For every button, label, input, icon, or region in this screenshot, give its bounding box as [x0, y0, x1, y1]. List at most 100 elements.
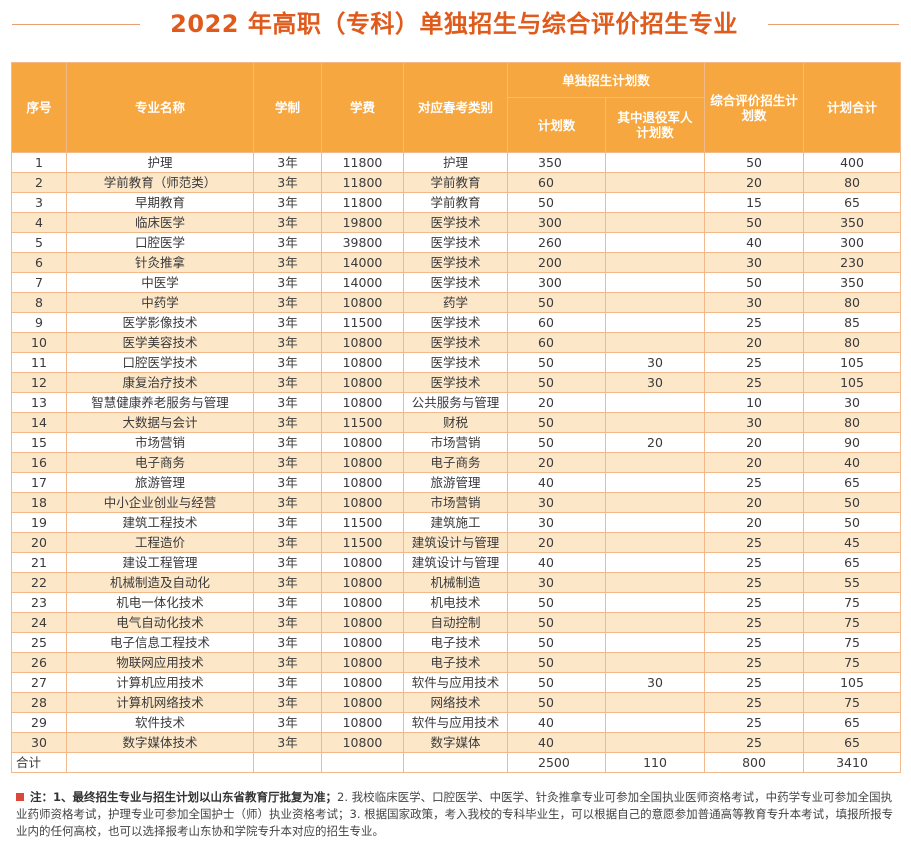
- table-row: 10 医学美容技术 3年 10800 医学技术 60 20 80: [11, 332, 902, 353]
- cell-major: 医学影像技术: [66, 312, 254, 333]
- cell-comp: 20: [704, 492, 805, 513]
- header-major: 专业名称: [66, 62, 254, 153]
- cell-major: 康复治疗技术: [66, 372, 254, 393]
- cell-major: 口腔医学技术: [66, 352, 254, 373]
- cell-major: 计算机网络技术: [66, 692, 254, 713]
- cell-no: 29: [11, 712, 67, 733]
- cell-plan: 30: [507, 512, 606, 533]
- cell-veteran: [604, 692, 706, 713]
- cell-total: 80: [803, 172, 902, 193]
- cell-fee: 10800: [321, 452, 404, 473]
- cell-comp: 20: [704, 172, 805, 193]
- cell-category: 医学技术: [403, 252, 508, 273]
- cell-major: 建设工程管理: [66, 552, 254, 573]
- cell-no: 8: [11, 292, 67, 313]
- table-row: 8 中药学 3年 10800 药学 50 30 80: [11, 292, 902, 313]
- cell-major: 临床医学: [66, 212, 254, 233]
- cell-veteran: [604, 332, 706, 353]
- cell-fee: 10800: [321, 492, 404, 513]
- cell-no: 9: [11, 312, 67, 333]
- cell-plan: 50: [507, 192, 606, 213]
- cell-plan: 50: [507, 632, 606, 653]
- cell-fee: 10800: [321, 352, 404, 373]
- cell-duration: 3年: [253, 592, 322, 613]
- cell-major: 数字媒体技术: [66, 732, 254, 753]
- cell-total: 400: [803, 152, 902, 173]
- cell-fee: 10800: [321, 432, 404, 453]
- cell-category: 学前教育: [403, 172, 508, 193]
- cell-plan: 60: [507, 332, 606, 353]
- cell-comp: 20: [704, 332, 805, 353]
- cell-veteran: [604, 212, 706, 233]
- table-row: 5 口腔医学 3年 39800 医学技术 260 40 300: [11, 232, 902, 253]
- cell-category: 护理: [403, 152, 508, 173]
- cell-comp: 30: [704, 252, 805, 273]
- cell-major: 电气自动化技术: [66, 612, 254, 633]
- table-body: 1 护理 3年 11800 护理 350 50 400 2 学前教育（师范类） 3年 11800 学前教…: [11, 152, 902, 773]
- cell-no: 25: [11, 632, 67, 653]
- cell-comp: 25: [704, 672, 805, 693]
- cell-duration: 3年: [253, 472, 322, 493]
- cell-veteran: 30: [604, 352, 706, 373]
- cell-veteran: 20: [604, 432, 706, 453]
- cell-no: 6: [11, 252, 67, 273]
- title-divider-left: [12, 24, 140, 25]
- total-empty: [403, 752, 508, 773]
- cell-veteran: [604, 512, 706, 533]
- cell-duration: 3年: [253, 512, 322, 533]
- cell-total: 75: [803, 592, 902, 613]
- cell-category: 学前教育: [403, 192, 508, 213]
- header-single-plan: 计划数: [507, 97, 606, 153]
- cell-no: 30: [11, 732, 67, 753]
- cell-no: 17: [11, 472, 67, 493]
- cell-fee: 10800: [321, 292, 404, 313]
- table-row: 14 大数据与会计 3年 11500 财税 50 30 80: [11, 412, 902, 433]
- cell-duration: 3年: [253, 172, 322, 193]
- table-row: 25 电子信息工程技术 3年 10800 电子技术 50 25 75: [11, 632, 902, 653]
- cell-duration: 3年: [253, 732, 322, 753]
- cell-plan: 50: [507, 592, 606, 613]
- cell-major: 智慧健康养老服务与管理: [66, 392, 254, 413]
- cell-duration: 3年: [253, 652, 322, 673]
- header-category: 对应春考类别: [403, 62, 508, 153]
- cell-plan: 20: [507, 452, 606, 473]
- cell-major: 护理: [66, 152, 254, 173]
- cell-plan: 20: [507, 392, 606, 413]
- cell-comp: 50: [704, 152, 805, 173]
- cell-plan: 40: [507, 472, 606, 493]
- page-title: 2022 年高职（专科）单独招生与综合评价招生专业: [170, 10, 738, 38]
- cell-duration: 3年: [253, 292, 322, 313]
- cell-plan: 50: [507, 652, 606, 673]
- cell-duration: 3年: [253, 612, 322, 633]
- cell-total: 105: [803, 352, 902, 373]
- cell-comp: 15: [704, 192, 805, 213]
- cell-plan: 50: [507, 692, 606, 713]
- cell-duration: 3年: [253, 672, 322, 693]
- cell-fee: 10800: [321, 392, 404, 413]
- cell-major: 口腔医学: [66, 232, 254, 253]
- cell-total: 75: [803, 632, 902, 653]
- cell-category: 电子技术: [403, 652, 508, 673]
- cell-total: 30: [803, 392, 902, 413]
- cell-no: 7: [11, 272, 67, 293]
- cell-total: 75: [803, 652, 902, 673]
- cell-comp: 25: [704, 592, 805, 613]
- cell-duration: 3年: [253, 272, 322, 293]
- cell-veteran: [604, 492, 706, 513]
- total-veteran: 110: [604, 752, 706, 773]
- cell-total: 80: [803, 412, 902, 433]
- cell-category: 软件与应用技术: [403, 712, 508, 733]
- cell-major: 建筑工程技术: [66, 512, 254, 533]
- cell-fee: 10800: [321, 672, 404, 693]
- header-total: 计划合计: [803, 62, 902, 153]
- cell-category: 建筑施工: [403, 512, 508, 533]
- cell-veteran: [604, 552, 706, 573]
- cell-fee: 19800: [321, 212, 404, 233]
- cell-duration: 3年: [253, 452, 322, 473]
- cell-plan: 50: [507, 672, 606, 693]
- footnote: 注：1、最终招生专业与招生计划以山东省教育厅批复为准；2. 我校临床医学、口腔医…: [16, 789, 900, 840]
- cell-comp: 30: [704, 412, 805, 433]
- cell-no: 10: [11, 332, 67, 353]
- cell-category: 医学技术: [403, 352, 508, 373]
- cell-no: 19: [11, 512, 67, 533]
